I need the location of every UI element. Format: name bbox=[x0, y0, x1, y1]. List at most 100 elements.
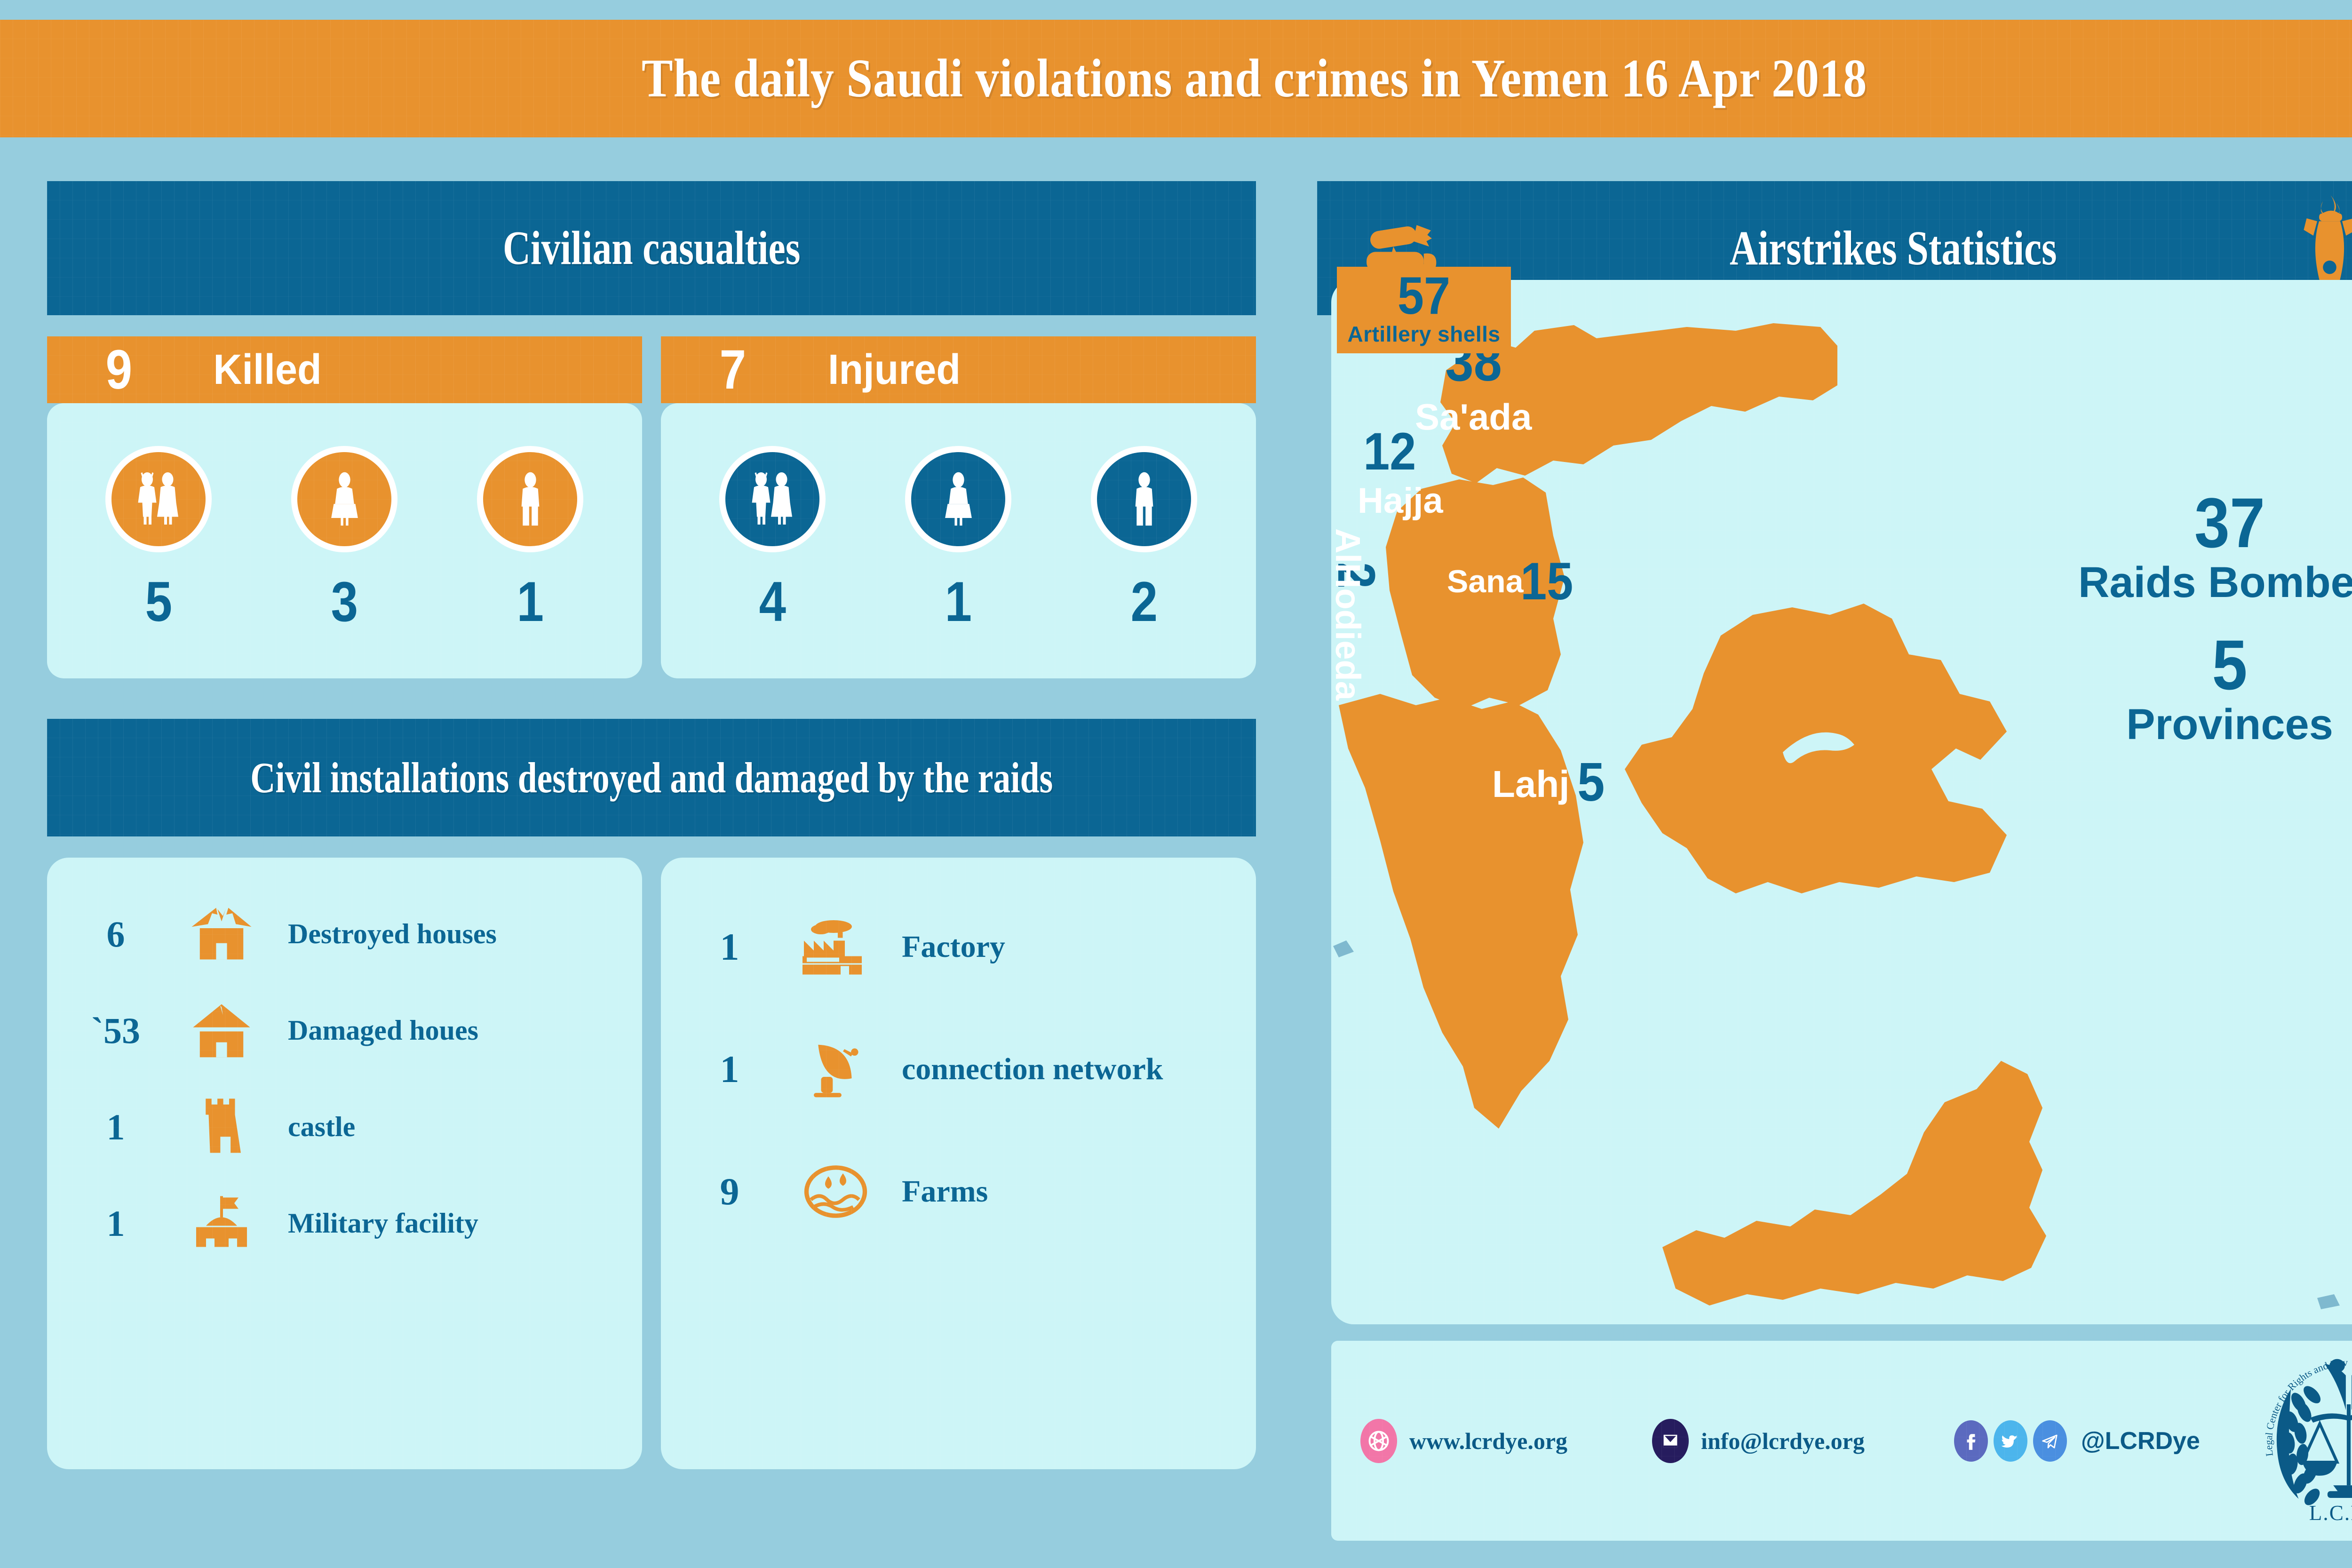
map-label-alhodieda: AlHodieda bbox=[1331, 528, 1367, 700]
yemen-map bbox=[1333, 323, 2340, 1309]
artillery-label: Artillery shells bbox=[1347, 321, 1501, 346]
killed-breakdown: 5 3 bbox=[47, 403, 642, 678]
twitter-icon[interactable] bbox=[1993, 1420, 2027, 1462]
injured-total: 7 bbox=[719, 339, 747, 401]
destroyed-house-icon bbox=[163, 904, 280, 965]
airstrike-stats: 37 Raids Bombed 5 Provinces bbox=[2051, 487, 2352, 771]
list-item: 1 connection network bbox=[683, 1008, 1234, 1130]
killed-men-cell: 1 bbox=[438, 452, 622, 630]
installations-right-card: 1 bbox=[661, 858, 1256, 1469]
injured-men-cell: 2 bbox=[1052, 452, 1236, 630]
woman-icon bbox=[911, 452, 1006, 546]
injured-men-count: 2 bbox=[1130, 570, 1158, 633]
item-count: 1 bbox=[720, 1048, 739, 1090]
mail-icon bbox=[1652, 1418, 1689, 1463]
artillery-count: 57 bbox=[1397, 266, 1451, 325]
map-region-hajja bbox=[1386, 478, 1565, 709]
lcrd-logo: L.C.R.D Legal Center for Rights and Deve… bbox=[2249, 1341, 2352, 1540]
installations-left-card: 6 Destroyed houses bbox=[47, 858, 642, 1469]
killed-children-cell: 5 bbox=[67, 452, 251, 630]
killed-children-count: 5 bbox=[145, 570, 173, 633]
list-item: 1 Military bbox=[69, 1175, 620, 1272]
map-value-sana: 15 bbox=[1520, 552, 1573, 611]
facebook-icon[interactable] bbox=[1954, 1420, 1988, 1462]
killed-women-cell: 3 bbox=[253, 452, 437, 630]
list-item: 6 Destroyed houses bbox=[69, 886, 620, 982]
injured-breakdown: 4 1 bbox=[661, 403, 1256, 678]
right-column: Airstrikes Statistics bbox=[1317, 181, 2352, 1541]
provinces-label: Provinces bbox=[2126, 700, 2333, 749]
list-item: 1 castle bbox=[69, 1079, 620, 1175]
map-region-saada bbox=[1440, 323, 1837, 483]
children-icon bbox=[725, 452, 820, 546]
item-label: Damaged houes bbox=[288, 1014, 479, 1046]
yemen-map-panel: 38 Sa'ada 12 Hajja 15 Sana 2 AlHodieda 5… bbox=[1331, 280, 2352, 1324]
section-title: Civil installations destroyed and damage… bbox=[250, 754, 1053, 802]
footer-bar: www.lcrdye.org info@lcrdye.org bbox=[1331, 1341, 2352, 1541]
casualties-row: 9 Killed bbox=[47, 336, 1279, 678]
satellite-dish-icon bbox=[777, 1035, 894, 1104]
item-count: `53 bbox=[91, 1010, 140, 1051]
item-count: 1 bbox=[106, 1106, 125, 1147]
item-label: Military facility bbox=[288, 1207, 478, 1239]
map-value-lahj: 5 bbox=[1577, 751, 1605, 812]
raids-label: Raids Bombed bbox=[2078, 558, 2352, 606]
children-icon bbox=[111, 452, 206, 546]
map-label-saada: Sa'ada bbox=[1415, 396, 1532, 438]
injured-children-count: 4 bbox=[759, 570, 787, 633]
list-item: 1 bbox=[683, 886, 1234, 1008]
section-title: Airstrikes Statistics bbox=[1730, 221, 2057, 275]
item-count: 6 bbox=[106, 913, 125, 955]
factory-icon bbox=[777, 914, 894, 980]
social-links[interactable]: @LCRDye bbox=[1954, 1420, 2200, 1462]
email-link[interactable]: info@lcrdye.org bbox=[1652, 1418, 1865, 1463]
item-label: Factory bbox=[902, 930, 1005, 964]
item-label: Farms bbox=[902, 1174, 988, 1209]
page-title: The daily Saudi violations and crimes in… bbox=[641, 48, 1867, 109]
texture-overlay bbox=[47, 336, 642, 403]
injured-bar: 7 Injured bbox=[661, 336, 1256, 403]
injured-label: Injured bbox=[827, 346, 961, 393]
map-region-sana-inner-border bbox=[1783, 732, 1854, 764]
raids-count: 37 bbox=[2194, 483, 2265, 562]
artillery-shells-badge: 57 Artillery shells bbox=[1337, 267, 1511, 353]
telegram-icon[interactable] bbox=[2033, 1420, 2067, 1462]
farm-icon bbox=[777, 1161, 894, 1222]
map-region-lahj bbox=[1662, 1061, 2046, 1305]
killed-card: 9 Killed bbox=[47, 336, 642, 678]
map-label-lahj: Lahj bbox=[1492, 763, 1570, 805]
injured-women-count: 1 bbox=[945, 570, 972, 633]
castle-icon bbox=[163, 1094, 280, 1160]
military-facility-icon bbox=[163, 1191, 280, 1257]
killed-total: 9 bbox=[105, 339, 133, 401]
item-label: castle bbox=[288, 1111, 356, 1142]
item-label: connection network bbox=[902, 1052, 1163, 1087]
map-label-hajja: Hajja bbox=[1358, 481, 1443, 521]
list-item: `53 Damaged houes bbox=[69, 982, 620, 1079]
item-count: 1 bbox=[106, 1202, 125, 1244]
killed-men-count: 1 bbox=[516, 570, 544, 633]
killed-bar: 9 Killed bbox=[47, 336, 642, 403]
woman-icon bbox=[297, 452, 392, 546]
page-title-bar: The daily Saudi violations and crimes in… bbox=[0, 20, 2352, 137]
map-region-alhodieda bbox=[1339, 694, 1583, 1129]
killed-label: Killed bbox=[213, 346, 322, 393]
provinces-count: 5 bbox=[2212, 625, 2248, 705]
damaged-house-icon bbox=[163, 1000, 280, 1061]
map-islet-2 bbox=[2317, 1294, 2340, 1309]
logo-abbr: L.C.R.D bbox=[2309, 1501, 2352, 1525]
email-text: info@lcrdye.org bbox=[1701, 1427, 1865, 1454]
map-label-sana: Sana bbox=[1447, 564, 1524, 599]
website-link[interactable]: www.lcrdye.org bbox=[1360, 1418, 1567, 1463]
man-icon bbox=[1097, 452, 1192, 546]
map-value-hajja: 12 bbox=[1363, 422, 1416, 481]
killed-women-count: 3 bbox=[331, 570, 358, 633]
injured-women-cell: 1 bbox=[866, 452, 1050, 630]
civilian-casualties-header: Civilian casualties bbox=[47, 181, 1256, 315]
globe-icon bbox=[1360, 1418, 1397, 1463]
man-icon bbox=[483, 452, 578, 546]
injured-card: 7 Injured bbox=[661, 336, 1256, 678]
installations-row: 6 Destroyed houses bbox=[47, 858, 1279, 1469]
section-title: Civilian casualties bbox=[502, 222, 801, 275]
social-handle: @LCRDye bbox=[2081, 1427, 2200, 1455]
